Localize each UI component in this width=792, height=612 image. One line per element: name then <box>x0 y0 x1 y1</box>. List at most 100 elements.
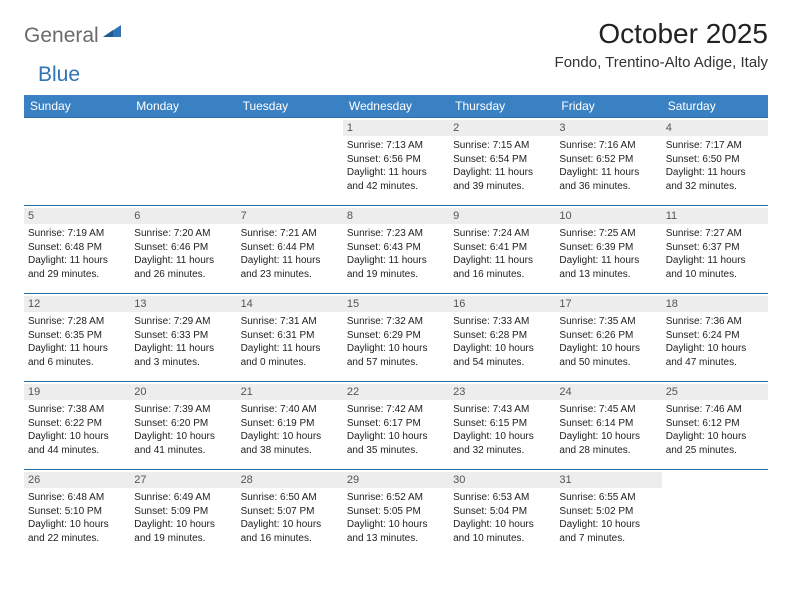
daylight-line-2: and 32 minutes. <box>666 180 764 194</box>
sunset-line: Sunset: 6:15 PM <box>453 417 551 431</box>
sunrise-line: Sunrise: 7:16 AM <box>559 139 657 153</box>
daylight-line-1: Daylight: 10 hours <box>666 430 764 444</box>
day-number: 4 <box>662 120 768 136</box>
day-number: 10 <box>555 208 661 224</box>
day-number: 18 <box>662 296 768 312</box>
daylight-line-1: Daylight: 10 hours <box>28 430 126 444</box>
sunrise-line: Sunrise: 7:35 AM <box>559 315 657 329</box>
day-number: 9 <box>449 208 555 224</box>
calendar-day-cell: 8Sunrise: 7:23 AMSunset: 6:43 PMDaylight… <box>343 206 449 294</box>
day-number: 2 <box>449 120 555 136</box>
day-number: 5 <box>24 208 130 224</box>
calendar-day-cell <box>662 470 768 558</box>
sunset-line: Sunset: 6:44 PM <box>241 241 339 255</box>
logo-flag-icon <box>103 23 125 46</box>
title-block: October 2025 Fondo, Trentino-Alto Adige,… <box>555 18 768 71</box>
sunrise-line: Sunrise: 6:48 AM <box>28 491 126 505</box>
day-number: 16 <box>449 296 555 312</box>
daylight-line-2: and 25 minutes. <box>666 444 764 458</box>
calendar-day-cell: 26Sunrise: 6:48 AMSunset: 5:10 PMDayligh… <box>24 470 130 558</box>
sunrise-line: Sunrise: 7:25 AM <box>559 227 657 241</box>
daylight-line-1: Daylight: 10 hours <box>347 430 445 444</box>
calendar-week-row: 12Sunrise: 7:28 AMSunset: 6:35 PMDayligh… <box>24 294 768 382</box>
sunrise-line: Sunrise: 6:55 AM <box>559 491 657 505</box>
calendar-day-cell: 18Sunrise: 7:36 AMSunset: 6:24 PMDayligh… <box>662 294 768 382</box>
weekday-header: Sunday <box>24 95 130 118</box>
day-number: 20 <box>130 384 236 400</box>
calendar-day-cell: 15Sunrise: 7:32 AMSunset: 6:29 PMDayligh… <box>343 294 449 382</box>
daylight-line-2: and 54 minutes. <box>453 356 551 370</box>
sunrise-line: Sunrise: 7:28 AM <box>28 315 126 329</box>
sunrise-line: Sunrise: 7:24 AM <box>453 227 551 241</box>
daylight-line-2: and 10 minutes. <box>453 532 551 546</box>
calendar-table: Sunday Monday Tuesday Wednesday Thursday… <box>24 95 768 558</box>
daylight-line-2: and 28 minutes. <box>559 444 657 458</box>
daylight-line-1: Daylight: 10 hours <box>134 430 232 444</box>
daylight-line-1: Daylight: 11 hours <box>134 342 232 356</box>
day-number: 29 <box>343 472 449 488</box>
weekday-header: Monday <box>130 95 236 118</box>
daylight-line-1: Daylight: 11 hours <box>134 254 232 268</box>
calendar-day-cell: 28 Sunrise: 6:50 AMSunset: 5:07 PMDayligh… <box>237 470 343 558</box>
daylight-line-2: and 32 minutes. <box>453 444 551 458</box>
daylight-line-2: and 16 minutes. <box>453 268 551 282</box>
sunset-line: Sunset: 6:22 PM <box>28 417 126 431</box>
calendar-day-cell: 25Sunrise: 7:46 AMSunset: 6:12 PMDayligh… <box>662 382 768 470</box>
daylight-line-1: Daylight: 11 hours <box>28 342 126 356</box>
day-number: 31 <box>555 472 661 488</box>
calendar-day-cell: 10Sunrise: 7:25 AMSunset: 6:39 PMDayligh… <box>555 206 661 294</box>
daylight-line-1: Daylight: 11 hours <box>559 166 657 180</box>
day-number: 23 <box>449 384 555 400</box>
daylight-line-2: and 41 minutes. <box>134 444 232 458</box>
sunrise-line: Sunrise: 6:49 AM <box>134 491 232 505</box>
calendar-day-cell: 2Sunrise: 7:15 AMSunset: 6:54 PMDaylight… <box>449 118 555 206</box>
month-title: October 2025 <box>555 18 768 50</box>
weekday-header: Thursday <box>449 95 555 118</box>
daylight-line-2: and 38 minutes. <box>241 444 339 458</box>
sunset-line: Sunset: 5:02 PM <box>559 505 657 519</box>
daylight-line-1: Daylight: 11 hours <box>666 254 764 268</box>
daylight-line-2: and 44 minutes. <box>28 444 126 458</box>
day-number: 28 <box>237 472 343 488</box>
sunrise-line: Sunrise: 6:50 AM <box>241 491 339 505</box>
day-number: 26 <box>24 472 130 488</box>
weekday-header: Saturday <box>662 95 768 118</box>
calendar-day-cell: 7Sunrise: 7:21 AMSunset: 6:44 PMDaylight… <box>237 206 343 294</box>
logo-text-general: General <box>24 24 99 48</box>
sunrise-line: Sunrise: 6:52 AM <box>347 491 445 505</box>
sunrise-line: Sunrise: 7:31 AM <box>241 315 339 329</box>
daylight-line-1: Daylight: 11 hours <box>453 254 551 268</box>
sunrise-line: Sunrise: 7:19 AM <box>28 227 126 241</box>
calendar-week-row: 5Sunrise: 7:19 AMSunset: 6:48 PMDaylight… <box>24 206 768 294</box>
daylight-line-1: Daylight: 11 hours <box>559 254 657 268</box>
sunrise-line: Sunrise: 7:40 AM <box>241 403 339 417</box>
daylight-line-2: and 3 minutes. <box>134 356 232 370</box>
daylight-line-2: and 23 minutes. <box>241 268 339 282</box>
sunrise-line: Sunrise: 7:21 AM <box>241 227 339 241</box>
logo-text-blue: Blue <box>38 63 80 87</box>
weekday-header: Friday <box>555 95 661 118</box>
sunrise-line: Sunrise: 7:43 AM <box>453 403 551 417</box>
calendar-day-cell: 23Sunrise: 7:43 AMSunset: 6:15 PMDayligh… <box>449 382 555 470</box>
sunset-line: Sunset: 5:05 PM <box>347 505 445 519</box>
sunrise-line: Sunrise: 7:20 AM <box>134 227 232 241</box>
calendar-day-cell <box>24 118 130 206</box>
daylight-line-1: Daylight: 11 hours <box>28 254 126 268</box>
daylight-line-1: Daylight: 10 hours <box>241 518 339 532</box>
sunset-line: Sunset: 5:09 PM <box>134 505 232 519</box>
calendar-day-cell: 30Sunrise: 6:53 AMSunset: 5:04 PMDayligh… <box>449 470 555 558</box>
sunset-line: Sunset: 5:07 PM <box>241 505 339 519</box>
sunrise-line: Sunrise: 7:17 AM <box>666 139 764 153</box>
daylight-line-2: and 57 minutes. <box>347 356 445 370</box>
sunset-line: Sunset: 5:04 PM <box>453 505 551 519</box>
day-number: 1 <box>343 120 449 136</box>
calendar-day-cell: 29Sunrise: 6:52 AMSunset: 5:05 PMDayligh… <box>343 470 449 558</box>
calendar-day-cell <box>237 118 343 206</box>
sunrise-line: Sunrise: 7:13 AM <box>347 139 445 153</box>
sunset-line: Sunset: 6:12 PM <box>666 417 764 431</box>
sunrise-line: Sunrise: 6:53 AM <box>453 491 551 505</box>
daylight-line-1: Daylight: 10 hours <box>559 342 657 356</box>
daylight-line-2: and 19 minutes. <box>347 268 445 282</box>
daylight-line-1: Daylight: 10 hours <box>241 430 339 444</box>
sunset-line: Sunset: 6:14 PM <box>559 417 657 431</box>
